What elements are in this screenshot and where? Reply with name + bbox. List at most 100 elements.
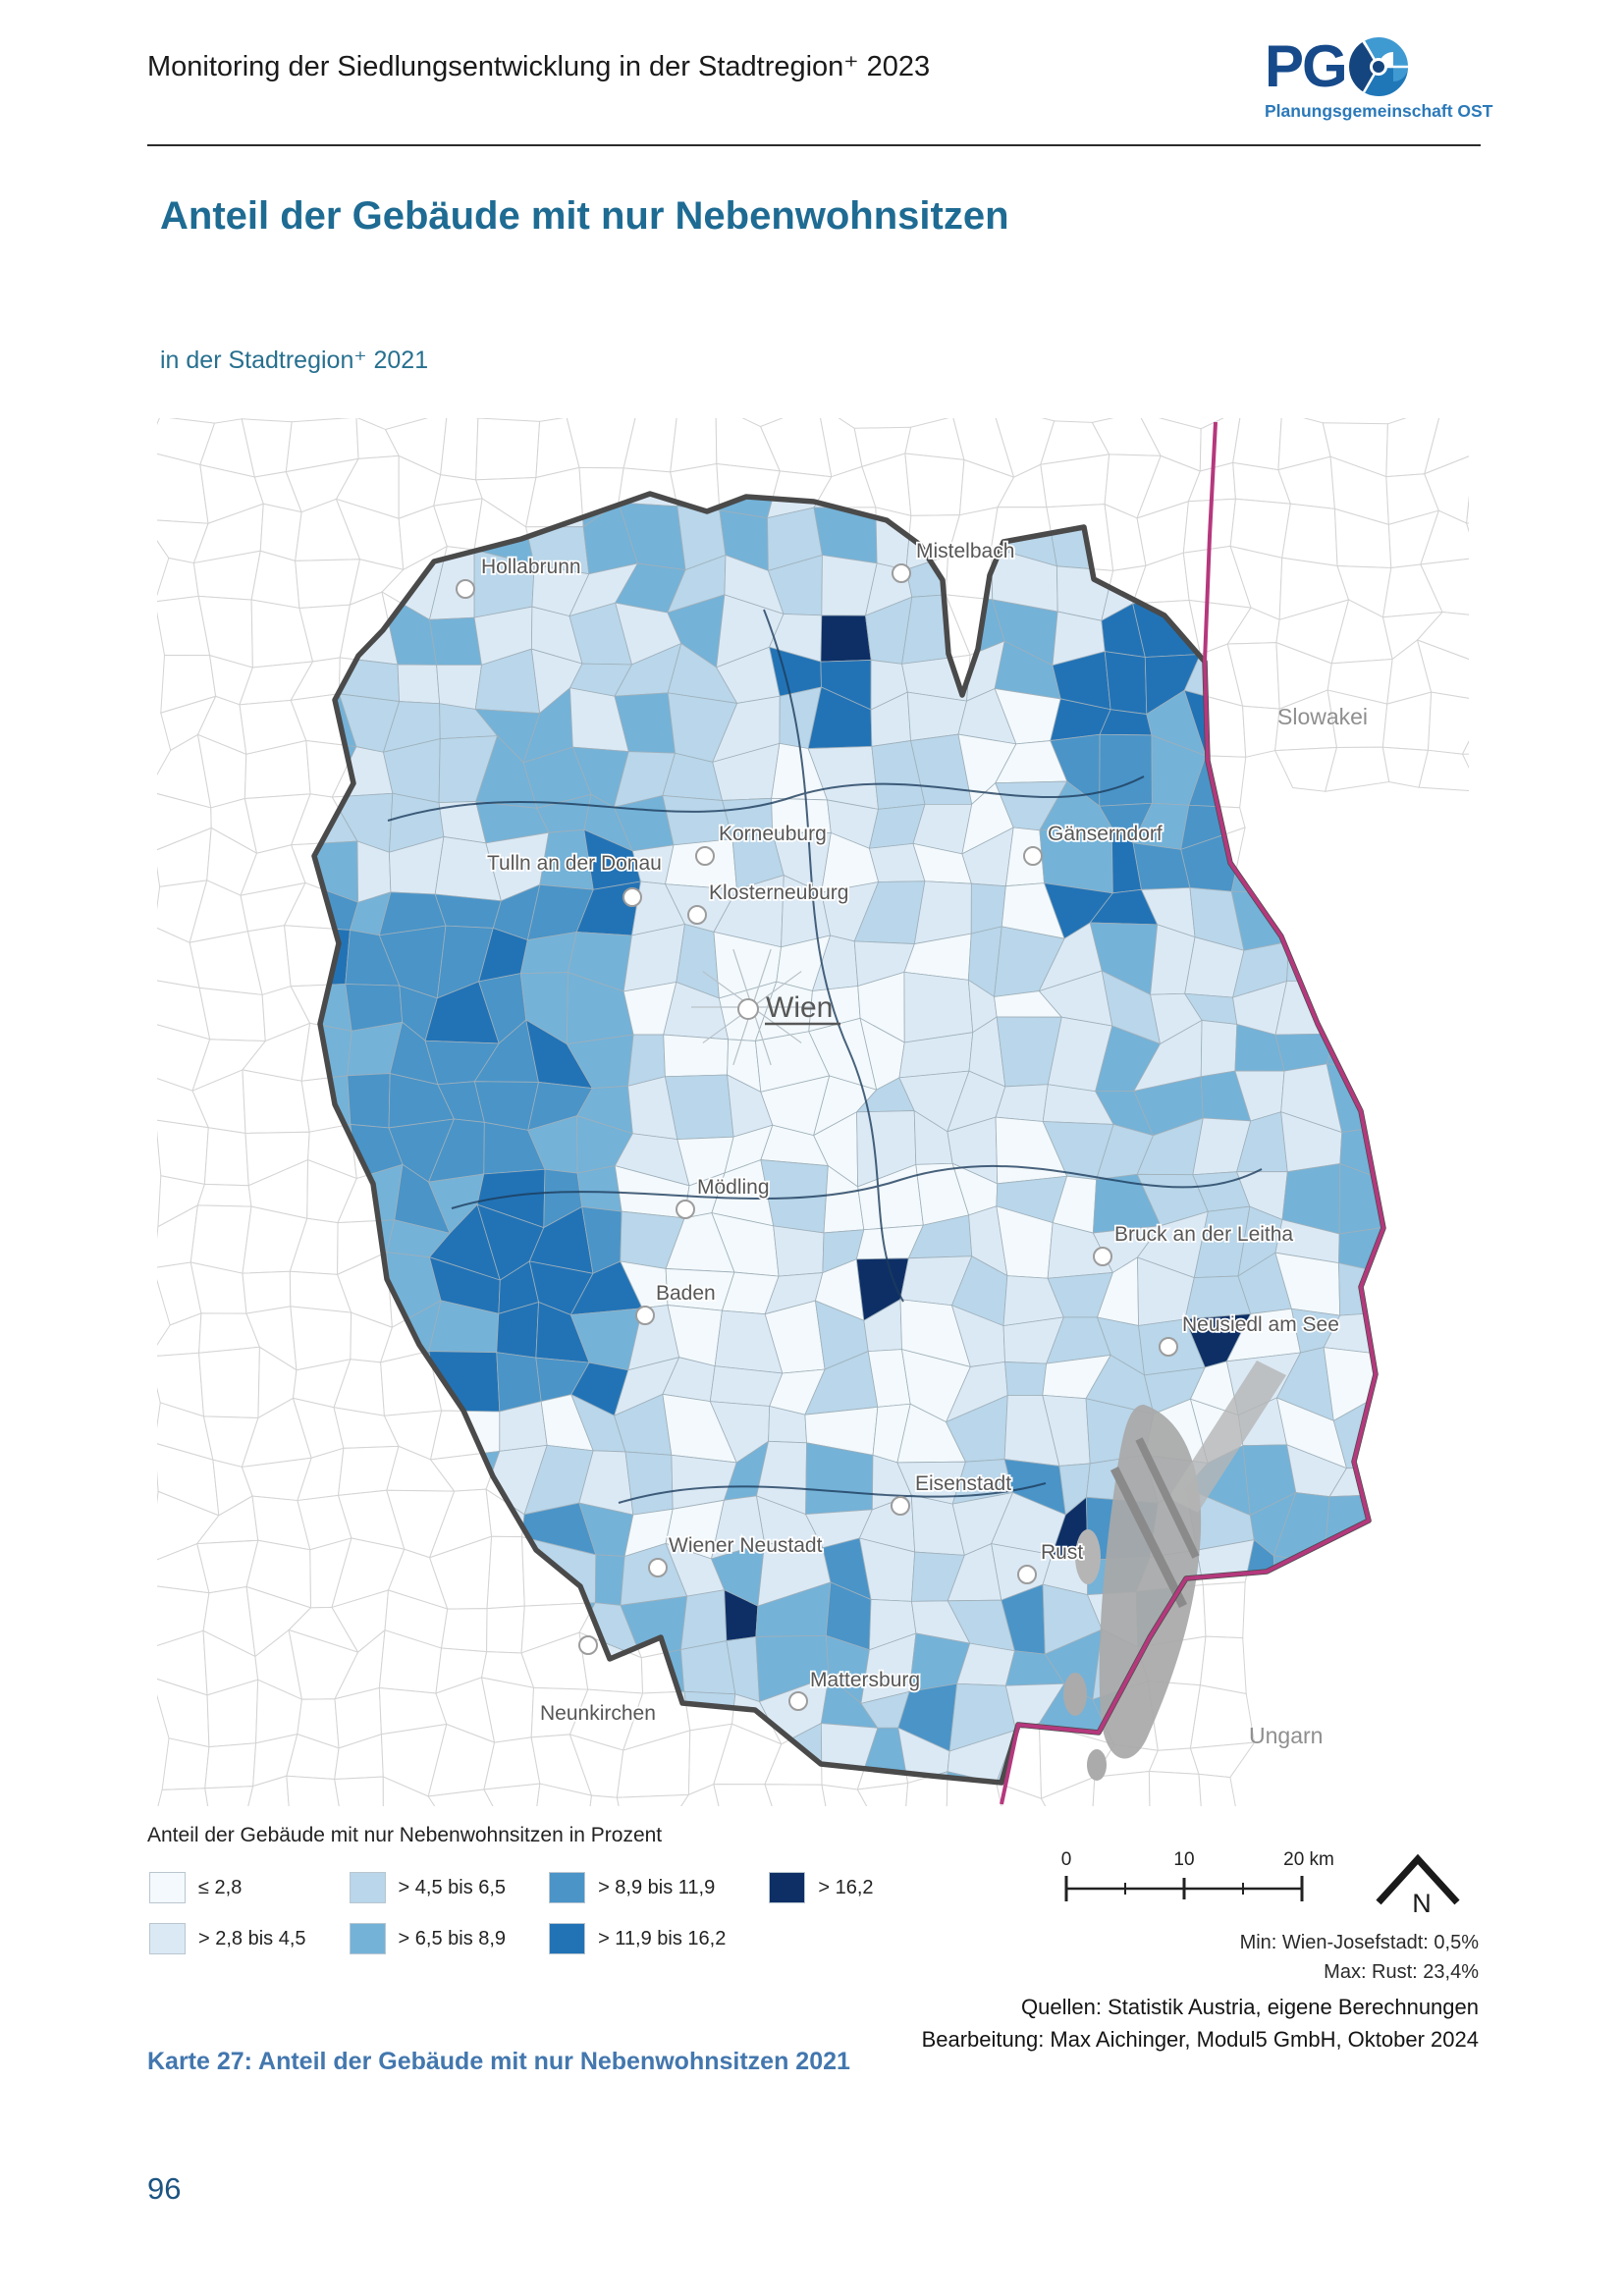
municipality-cell-outside: [764, 1784, 827, 1806]
municipality-cell-outside: [1461, 740, 1469, 755]
city-marker: [635, 1306, 655, 1325]
municipality-cell: [428, 616, 482, 666]
municipality-cell-outside: [680, 1783, 720, 1806]
city-label: Korneuburg: [719, 823, 827, 845]
source-line: Bearbeitung: Max Aichinger, Modul5 GmbH,…: [921, 2027, 1479, 2052]
vienna-district-line: [751, 971, 802, 1008]
city-marker: [788, 1691, 808, 1711]
municipality-cell-outside: [157, 1119, 209, 1185]
municipality-cell: [1321, 980, 1383, 1035]
municipality-cell: [1321, 1548, 1383, 1606]
municipality-cell: [773, 1225, 825, 1277]
municipality-cell-outside: [1199, 1635, 1247, 1695]
city-marker: [456, 579, 475, 599]
municipality-cell: [680, 1640, 736, 1695]
city-marker: [891, 1496, 910, 1516]
municipality-cell: [1418, 1421, 1469, 1457]
lake-hatch-stripe: [1135, 1437, 1200, 1559]
city-label: Rust: [1041, 1541, 1083, 1564]
municipality-cell-outside: [203, 1127, 249, 1187]
min-max-note: Min: Wien-Josefstadt: 0,5% Max: Rust: 23…: [1240, 1928, 1479, 1987]
municipality-cell: [663, 1034, 730, 1078]
municipality-cell-outside: [198, 1346, 260, 1418]
city-label: Wiener Neustadt: [669, 1534, 823, 1557]
municipality-cell-outside: [334, 1776, 384, 1806]
scale-label-0: 0: [1061, 1849, 1072, 1870]
lake-marsh: [1087, 1749, 1107, 1781]
legend-class-label: > 8,9 bis 11,9: [598, 1876, 716, 1898]
legend-item: ≤ 2,8: [149, 1863, 306, 1912]
municipality-cell: [1422, 1253, 1469, 1309]
municipality-cell-outside: [189, 1204, 252, 1274]
municipality-cell: [1200, 1019, 1238, 1078]
municipality-cell: [1467, 1633, 1469, 1692]
city-marker: [892, 563, 911, 583]
municipality-cell: [1434, 1161, 1469, 1234]
municipality-cell-outside: [1198, 1773, 1236, 1806]
north-letter: N: [1412, 1889, 1432, 1918]
municipality-cell: [906, 691, 968, 742]
municipality-cell: [1370, 1631, 1383, 1698]
municipality-cell-outside: [161, 1737, 210, 1790]
municipality-cell: [1099, 733, 1153, 807]
page-subtitle: in der Stadtregion⁺ 2021: [160, 347, 429, 374]
municipality-cell: [1326, 1631, 1379, 1698]
municipality-cell: [1284, 787, 1331, 853]
city-marker: [737, 998, 759, 1020]
municipality-cell: [1373, 1489, 1383, 1562]
municipality-cell-outside: [1420, 558, 1469, 615]
municipality-cell-outside: [427, 1789, 494, 1806]
district-border: [618, 1482, 1047, 1504]
legend-item: > 6,5 bis 8,9: [349, 1914, 506, 1963]
neighbor-country-label: Slowakei: [1277, 704, 1368, 729]
scale-label-10: 10: [1173, 1849, 1194, 1870]
city-label: Mattersburg: [810, 1669, 920, 1691]
municipality-cell: [1423, 1445, 1469, 1491]
municipality-cell: [624, 1451, 674, 1516]
city-label: Bruck an der Leitha: [1114, 1223, 1293, 1246]
legend-swatch: [549, 1923, 586, 1954]
map-svg: Hollabrunn Mistelbach Korneuburg Tulln an d…: [157, 418, 1469, 1806]
municipality-cell: [1229, 1777, 1296, 1783]
city-marker: [648, 1558, 668, 1577]
legend: ≤ 2,8 > 2,8 bis 4,5 > 4,5 bis 6,5 > 6,5 bis…: [149, 1863, 916, 1963]
municipality-cell: [1389, 782, 1419, 847]
legend-item: > 11,9 bis 16,2: [549, 1914, 726, 1963]
header-divider: [147, 144, 1481, 146]
city-label: Eisenstadt: [915, 1472, 1011, 1495]
municipality-cell-outside: [483, 1783, 541, 1806]
legend-swatch: [769, 1872, 806, 1903]
pgo-logo-wordmark: PG: [1265, 33, 1348, 99]
municipality-cell: [903, 971, 974, 1043]
municipality-cell: [1325, 781, 1383, 848]
municipality-cell: [1322, 1731, 1383, 1783]
municipality-cell-outside: [440, 1608, 488, 1653]
map-labels-layer: Hollabrunn Mistelbach Korneuburg Tulln an d…: [456, 538, 1368, 1748]
municipality-cell: [1388, 1161, 1439, 1234]
municipality-cell-outside: [204, 1786, 254, 1806]
municipality-cell: [679, 1589, 728, 1651]
district-border: [387, 775, 1145, 822]
municipality-cell: [1379, 1353, 1383, 1422]
legend-swatch: [149, 1872, 186, 1903]
legend-swatch: [149, 1923, 186, 1954]
municipality-cell: [1242, 1581, 1293, 1639]
municipality-cell: [576, 1165, 623, 1212]
municipality-cell: [1291, 1629, 1329, 1688]
city-marker: [676, 1200, 695, 1219]
municipality-cell: [1462, 976, 1469, 1040]
city-label: Mödling: [697, 1176, 770, 1199]
legend-class-label: > 4,5 bis 6,5: [398, 1876, 507, 1898]
municipality-cell-outside: [904, 453, 965, 516]
municipality-cell: [1322, 1685, 1383, 1740]
municipality-cell-outside: [440, 418, 479, 481]
municipality-cell: [913, 881, 972, 945]
municipality-cell: [1104, 651, 1148, 716]
municipality-cell-outside: [1420, 509, 1469, 565]
legend-item: > 8,9 bis 11,9: [549, 1863, 726, 1912]
city-label: Wien: [766, 991, 833, 1024]
pgo-logo: PG Planungsgemeinschaft OST: [1265, 35, 1492, 122]
lake-marsh: [1075, 1529, 1101, 1584]
city-marker: [1023, 846, 1043, 866]
municipality-cell: [664, 1074, 734, 1141]
